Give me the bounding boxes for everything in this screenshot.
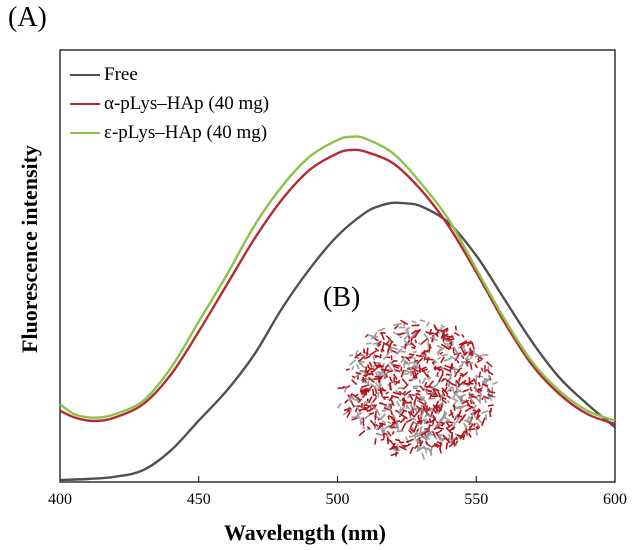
legend-item-free: Free — [70, 60, 269, 89]
legend-swatch-free — [70, 73, 100, 76]
molecule-image — [337, 319, 499, 460]
x-tick-label-400: 400 — [48, 491, 72, 508]
legend-swatch-epsilon — [70, 131, 100, 134]
series-line-0 — [59, 201, 616, 482]
legend-item-alpha: α-pLys–HAp (40 mg) — [70, 89, 269, 118]
legend-item-epsilon: ε-pLys–HAp (40 mg) — [70, 118, 269, 147]
panel-label-a: (A) — [8, 2, 47, 33]
y-axis-title: Fluorescence intensity — [17, 145, 42, 353]
x-axis-ticks: 400 450 500 550 600 — [48, 476, 627, 508]
x-tick-label-550: 550 — [464, 491, 488, 508]
x-tick-label-450: 450 — [187, 491, 211, 508]
x-tick-label-600: 600 — [603, 491, 627, 508]
series-line-2 — [59, 135, 616, 422]
legend-label-epsilon: ε-pLys–HAp (40 mg) — [104, 121, 268, 143]
x-axis-title: Wavelength (nm) — [224, 520, 386, 545]
panel-label-b: (B) — [323, 282, 361, 313]
legend: Free α-pLys–HAp (40 mg) ε-pLys–HAp (40 m… — [70, 60, 269, 147]
legend-label-alpha: α-pLys–HAp (40 mg) — [104, 92, 270, 114]
legend-swatch-alpha — [70, 102, 100, 105]
series-line-1 — [59, 148, 616, 426]
series-layer — [59, 135, 616, 482]
x-tick-label-500: 500 — [326, 491, 350, 508]
legend-label-free: Free — [104, 63, 138, 85]
